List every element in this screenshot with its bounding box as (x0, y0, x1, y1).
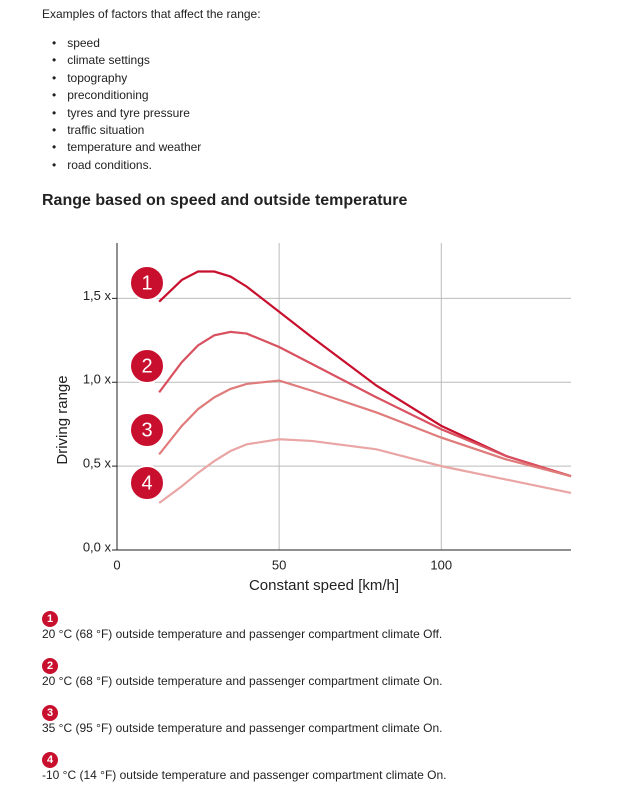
note-text: -10 °C (14 °F) outside temperature and p… (42, 768, 447, 782)
y-tick-label: 1,0 x (83, 372, 112, 387)
series-badge (129, 265, 165, 301)
y-tick-label: 0,5 x (83, 456, 112, 471)
note: 3 35 °C (95 °F) outside temperature and p… (42, 705, 442, 735)
x-tick-label: 100 (430, 557, 452, 572)
note-text: 20 °C (68 °F) outside temperature and pa… (42, 674, 443, 688)
series-line (158, 270, 572, 478)
note-text: 35 °C (95 °F) outside temperature and pa… (42, 721, 443, 735)
x-tick-label: 0 (113, 557, 120, 572)
note: 2 20 °C (68 °F) outside temperature and p… (42, 658, 442, 688)
heading: Range based on speed and outside tempera… (42, 192, 408, 209)
bullet-list: speedclimate settingstopographyprecondit… (52, 35, 201, 174)
series-badge-label: 4 (141, 472, 152, 494)
note: 1 20 °C (68 °F) outside temperature and p… (42, 611, 442, 641)
bullet-item: tyres and tyre pressure (52, 105, 201, 122)
note-badge: 2 (42, 658, 58, 674)
y-tick-label: 0,0 x (83, 539, 112, 554)
note-badge: 1 (42, 611, 58, 627)
intro: Examples of factors that affect the rang… (42, 7, 261, 21)
chart: 0,0 x 0,5 x 1,0 x 1,5 x 0 50 100 Constant speed… (54, 243, 572, 594)
bullet-item: temperature and weather (52, 139, 201, 156)
series-line (158, 330, 572, 478)
series-badge-label: 3 (141, 419, 152, 441)
y-axis-label: Driving range (54, 375, 71, 464)
x-tick-label: 50 (272, 557, 286, 572)
note: 4 -10 °C (14 °F) outside temperature and … (42, 752, 446, 782)
series-line (158, 438, 572, 504)
note-badge: 3 (42, 705, 58, 721)
bullet-item: topography (52, 70, 201, 87)
bullet-item: preconditioning (52, 87, 201, 104)
bullet-item: road conditions. (52, 157, 201, 174)
bullet-item: speed (52, 35, 201, 52)
series-badge (129, 412, 165, 448)
series-badge (129, 465, 165, 501)
note-text: 20 °C (68 °F) outside temperature and pa… (42, 627, 443, 641)
series-badge-label: 2 (141, 355, 152, 377)
series-badge-label: 1 (141, 272, 152, 294)
series-line (158, 379, 572, 478)
series-badge (129, 348, 165, 384)
y-tick-label: 1,5 x (83, 288, 112, 303)
bullet-item: climate settings (52, 52, 201, 69)
note-badge: 4 (42, 752, 58, 768)
bullet-item: traffic situation (52, 122, 201, 139)
x-axis-label: Constant speed [km/h] (249, 577, 399, 594)
